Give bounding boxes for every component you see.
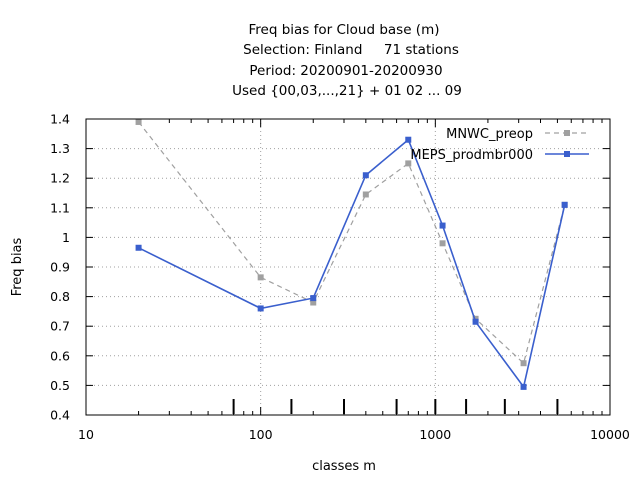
- x-tick-label: 10: [78, 427, 94, 442]
- data-point: [362, 172, 369, 179]
- series: [135, 118, 568, 390]
- y-tick-label: 1.4: [50, 112, 70, 127]
- x-tick-label: 10000: [590, 427, 630, 442]
- legend: MNWC_preop MEPS_prodmbr000: [410, 127, 589, 163]
- series-line: [138, 138, 566, 389]
- data-point: [405, 160, 412, 167]
- y-tick-label: 1.3: [50, 141, 70, 156]
- legend-label: MNWC_preop: [446, 127, 533, 142]
- legend-label: MEPS_prodmbr000: [410, 148, 533, 163]
- y-tick-label: 0.4: [50, 408, 70, 423]
- y-tick-label: 0.9: [50, 260, 70, 275]
- data-point: [439, 222, 446, 229]
- title-line-4: Used {00,03,...,21} + 01 02 ... 09: [232, 83, 462, 99]
- y-tick-label: 1.2: [50, 171, 70, 186]
- data-point: [405, 136, 412, 143]
- y-tick-label: 1: [62, 230, 70, 245]
- legend-marker: [564, 151, 570, 157]
- y-tick-label: 1.1: [50, 200, 70, 215]
- data-point: [310, 295, 317, 302]
- title-line-3: Period: 20200901-20200930: [249, 63, 442, 79]
- axis-ticks: 0.4 0.5 0.6 0.7 0.8 0.9 1 1.1 1.2 1.3 1.4 10 100 1000…: [50, 112, 630, 443]
- series-line: [138, 121, 566, 365]
- y-axis-label: Freq bias: [10, 237, 25, 296]
- data-point: [257, 274, 264, 281]
- y-tick-label: 0.7: [50, 319, 70, 334]
- series-MEPS_prodmbr000: [135, 136, 568, 390]
- title-line-1: Freq bias for Cloud base (m): [249, 22, 440, 38]
- x-axis-label: classes m: [312, 459, 376, 474]
- data-point: [520, 383, 527, 390]
- data-point: [257, 305, 264, 312]
- data-point: [520, 360, 527, 367]
- data-point: [135, 118, 142, 125]
- y-tick-label: 0.6: [50, 348, 70, 363]
- data-point: [439, 240, 446, 247]
- x-tick-label: 100: [249, 427, 273, 442]
- y-tick-label: 0.5: [50, 378, 70, 393]
- x-tick-label: 1000: [419, 427, 451, 442]
- grid: [86, 119, 610, 415]
- data-point: [310, 299, 317, 306]
- y-tick-label: 0.8: [50, 289, 70, 304]
- data-point: [561, 201, 568, 208]
- data-point: [472, 318, 479, 325]
- plot-frame: [85, 118, 611, 416]
- title-line-2: Selection: Finland 71 stations: [243, 42, 459, 58]
- chart-title: Freq bias for Cloud base (m) Selection: …: [232, 22, 462, 99]
- data-point: [135, 244, 142, 251]
- legend-marker: [564, 130, 570, 136]
- class-markers: [232, 399, 559, 414]
- data-point: [362, 191, 369, 198]
